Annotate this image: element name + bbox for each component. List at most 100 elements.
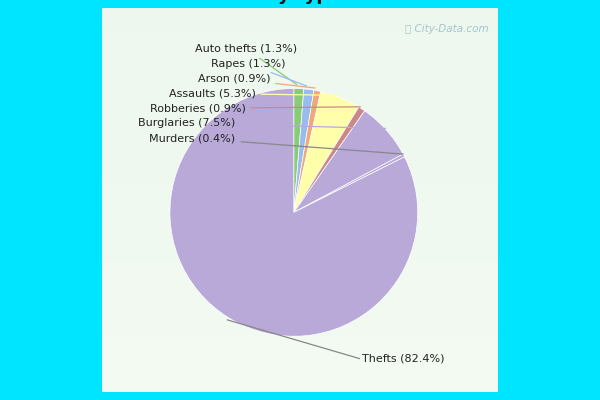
Bar [102, 334, 498, 338]
Bar [102, 27, 498, 31]
Bar [102, 12, 498, 16]
Bar [102, 204, 498, 208]
Bar [102, 58, 498, 62]
Bar [102, 31, 498, 35]
Wedge shape [294, 88, 304, 212]
Bar [102, 188, 498, 192]
Bar [102, 16, 498, 20]
Bar [102, 369, 498, 373]
Text: Assaults (5.3%): Assaults (5.3%) [169, 88, 338, 98]
Bar [102, 273, 498, 277]
Bar [102, 342, 498, 346]
Bar [102, 377, 498, 380]
Text: Murders (0.4%): Murders (0.4%) [149, 133, 403, 154]
Bar [102, 150, 498, 154]
Bar [102, 42, 498, 46]
Bar [102, 127, 498, 131]
Bar [102, 338, 498, 342]
Bar [102, 62, 498, 66]
Bar [102, 20, 498, 23]
Bar [102, 166, 498, 169]
Bar [102, 365, 498, 369]
Bar [102, 315, 498, 319]
Wedge shape [294, 107, 365, 212]
Bar [102, 8, 498, 12]
Bar [102, 227, 498, 231]
Bar [102, 250, 498, 254]
Bar [102, 96, 498, 100]
Wedge shape [294, 154, 404, 212]
Bar [102, 265, 498, 269]
Bar [102, 212, 498, 215]
Bar [102, 330, 498, 334]
Bar [102, 131, 498, 135]
Bar [102, 311, 498, 315]
Text: Robberies (0.9%): Robberies (0.9%) [149, 103, 361, 113]
Bar [102, 223, 498, 227]
Bar [102, 200, 498, 204]
Bar [102, 154, 498, 158]
Bar [102, 323, 498, 327]
Text: Rapes (1.3%): Rapes (1.3%) [211, 59, 307, 86]
Bar [102, 81, 498, 85]
Bar [102, 350, 498, 354]
Bar [102, 231, 498, 234]
Bar [102, 158, 498, 162]
Bar [102, 108, 498, 112]
Bar [102, 77, 498, 81]
Bar [102, 73, 498, 77]
Bar [102, 35, 498, 39]
Bar [102, 242, 498, 246]
Text: Auto thefts (1.3%): Auto thefts (1.3%) [196, 44, 298, 84]
Bar [102, 119, 498, 123]
Title: Crimes by type - 2018: Crimes by type - 2018 [188, 0, 412, 4]
Bar [102, 281, 498, 284]
Bar [102, 192, 498, 196]
Bar [102, 319, 498, 323]
Bar [102, 269, 498, 273]
Bar [102, 208, 498, 212]
Bar [102, 70, 498, 73]
Bar [102, 361, 498, 365]
Bar [102, 66, 498, 70]
Bar [102, 135, 498, 138]
Bar [102, 380, 498, 384]
Wedge shape [170, 88, 418, 336]
Bar [102, 39, 498, 42]
Bar [102, 215, 498, 219]
Bar [102, 185, 498, 188]
Bar [102, 177, 498, 181]
Bar [102, 284, 498, 288]
Text: Arson (0.9%): Arson (0.9%) [198, 74, 315, 88]
Bar [102, 292, 498, 296]
Bar [102, 288, 498, 292]
Bar [102, 173, 498, 177]
Bar [102, 123, 498, 127]
Bar [102, 254, 498, 258]
Bar [102, 196, 498, 200]
Bar [102, 219, 498, 223]
Bar [102, 23, 498, 27]
Bar [102, 346, 498, 350]
Wedge shape [294, 90, 321, 212]
Bar [102, 304, 498, 308]
Bar [102, 234, 498, 238]
Bar [102, 246, 498, 250]
Text: Thefts (82.4%): Thefts (82.4%) [362, 354, 445, 364]
Bar [102, 54, 498, 58]
Bar [102, 142, 498, 146]
Bar [102, 354, 498, 358]
Bar [102, 89, 498, 92]
Bar [102, 85, 498, 89]
Bar [102, 46, 498, 50]
Text: Burglaries (7.5%): Burglaries (7.5%) [139, 118, 386, 128]
Bar [102, 92, 498, 96]
Bar [102, 116, 498, 119]
Bar [102, 238, 498, 242]
Bar [102, 181, 498, 185]
Text: ⓘ City-Data.com: ⓘ City-Data.com [404, 24, 488, 34]
Wedge shape [294, 92, 359, 212]
Wedge shape [294, 89, 314, 212]
Bar [102, 112, 498, 116]
Bar [102, 300, 498, 304]
